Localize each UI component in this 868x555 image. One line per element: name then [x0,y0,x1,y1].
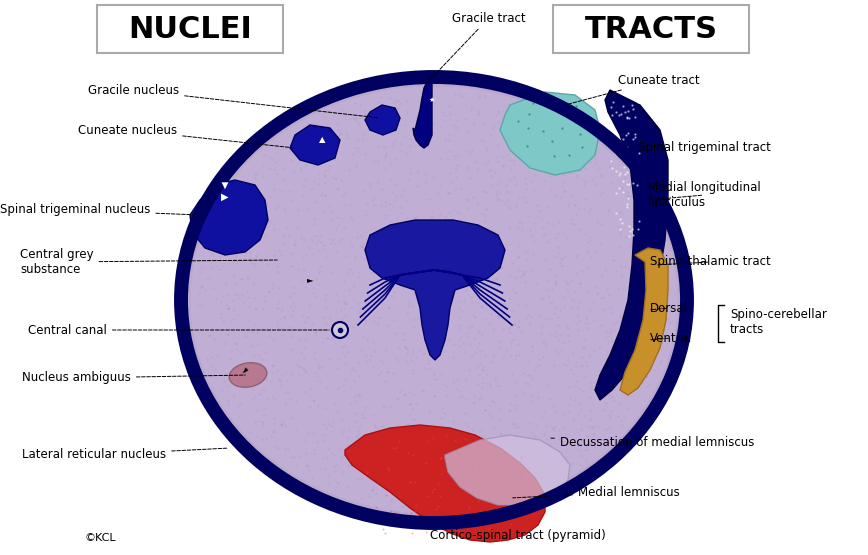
Text: TRACTS: TRACTS [584,16,718,44]
Polygon shape [365,220,505,360]
Text: ▶: ▶ [221,192,229,202]
Text: Spinal trigeminal tract: Spinal trigeminal tract [630,142,771,154]
Circle shape [332,322,348,338]
Ellipse shape [186,82,682,518]
Text: Cuneate nucleus: Cuneate nucleus [78,124,293,148]
Text: Gracile nucleus: Gracile nucleus [88,83,378,118]
Text: ★: ★ [429,97,435,103]
Text: Spino-cerebellar
tracts: Spino-cerebellar tracts [730,308,827,336]
Text: Lateral reticular nucleus: Lateral reticular nucleus [22,448,227,462]
FancyBboxPatch shape [553,5,749,53]
Text: Decussation of medial lemniscus: Decussation of medial lemniscus [551,436,754,448]
Polygon shape [500,92,600,175]
Text: Cortico-spinal tract (pyramid): Cortico-spinal tract (pyramid) [430,526,606,542]
FancyBboxPatch shape [97,5,283,53]
Polygon shape [620,248,668,395]
Polygon shape [413,77,432,148]
Polygon shape [345,425,545,542]
Text: ▲: ▲ [319,135,326,144]
Text: Dorsal: Dorsal [650,301,688,315]
Text: Medial lemniscus: Medial lemniscus [513,486,680,498]
Polygon shape [365,105,400,135]
Polygon shape [290,125,340,165]
Text: Spino-thalamic tract: Spino-thalamic tract [650,255,771,269]
Ellipse shape [229,363,266,387]
Text: Medial longitudinal
fasciculus: Medial longitudinal fasciculus [648,181,760,209]
Polygon shape [445,435,570,505]
Text: ►: ► [306,275,313,285]
Text: ◄: ◄ [240,365,251,376]
Text: Central grey
substance: Central grey substance [20,248,277,276]
Text: NUCLEI: NUCLEI [128,16,252,44]
Text: Nucleus ambiguus: Nucleus ambiguus [22,371,246,385]
Text: Ventral: Ventral [650,331,693,345]
Polygon shape [190,180,268,255]
Text: ©KCL: ©KCL [85,533,116,543]
Text: Spinal trigeminal nucleus: Spinal trigeminal nucleus [0,204,197,216]
Text: Gracile tract: Gracile tract [427,12,526,83]
Text: Central canal: Central canal [28,324,329,336]
Polygon shape [595,90,668,400]
Text: Cuneate tract: Cuneate tract [568,73,700,104]
Ellipse shape [191,87,677,513]
